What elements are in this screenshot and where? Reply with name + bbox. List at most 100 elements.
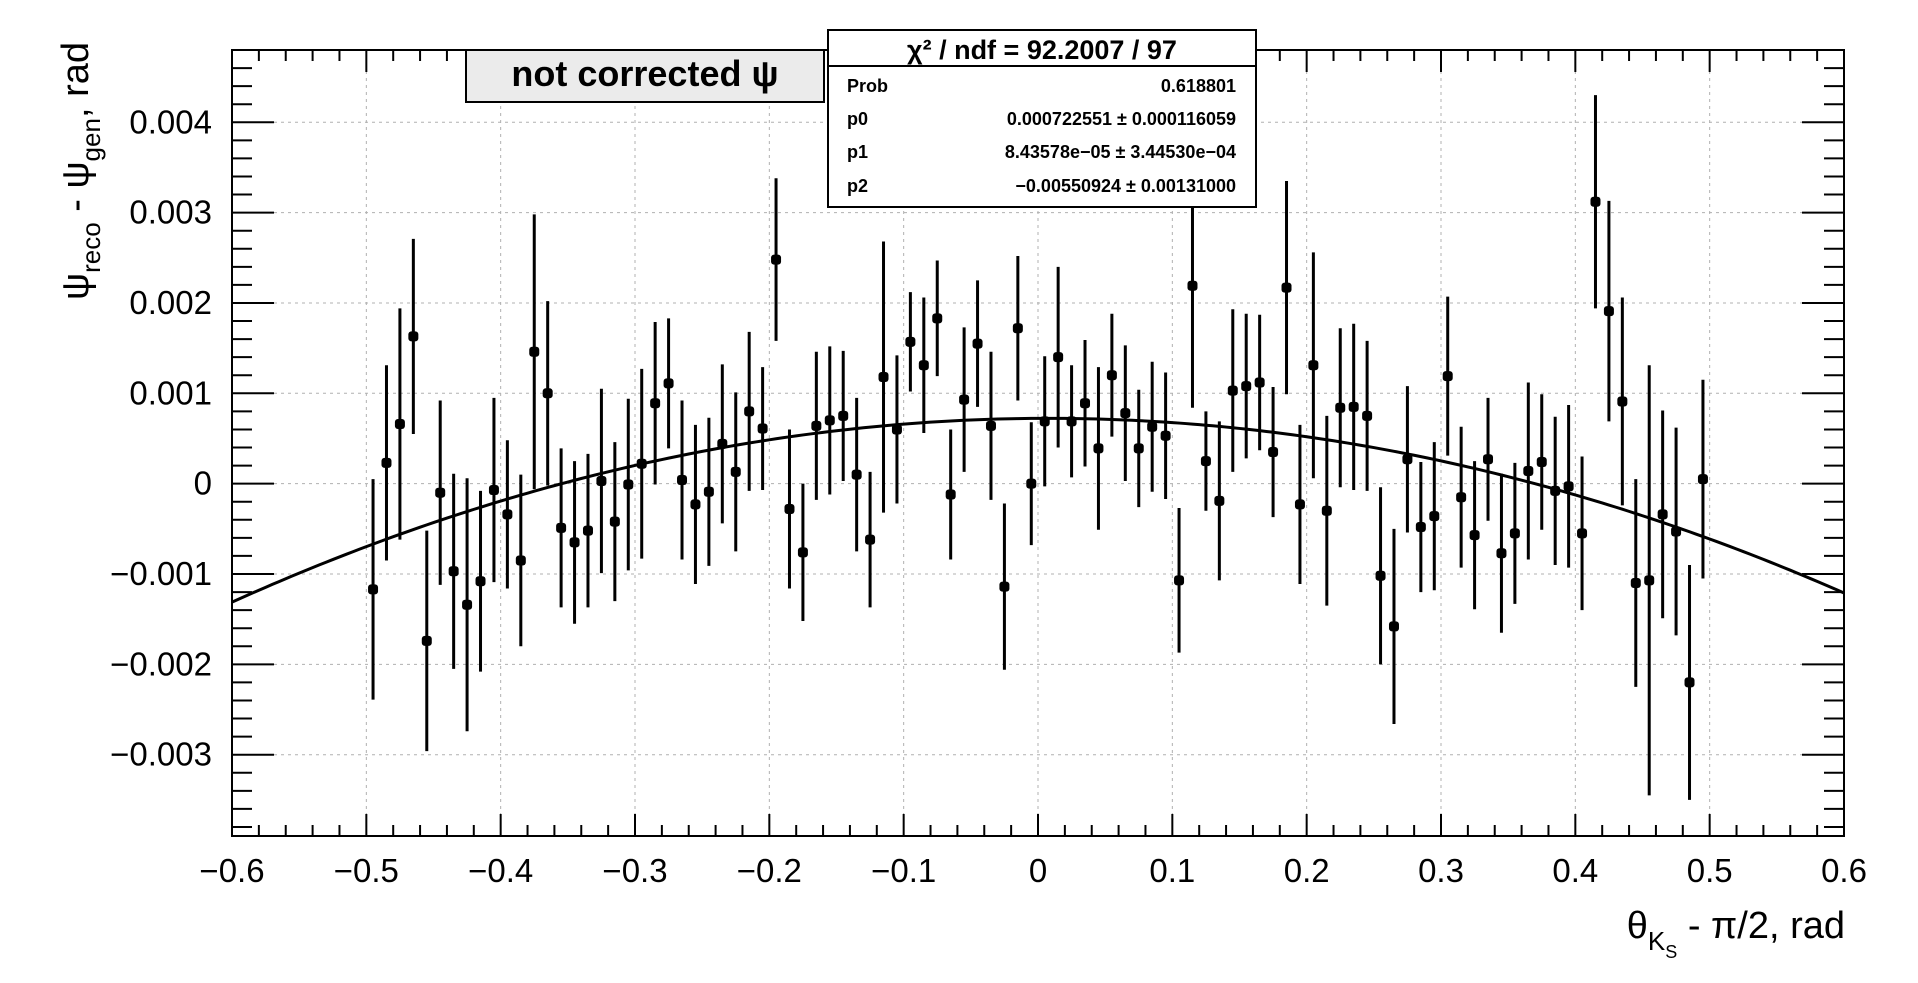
data-point [1160, 430, 1171, 441]
data-point [1227, 385, 1238, 396]
data-point [1147, 421, 1158, 432]
y-tick-label: 0 [194, 465, 212, 502]
x-axis-title: θKS - π/2, rad [1627, 905, 1845, 962]
data-point [462, 599, 473, 610]
data-point [959, 394, 970, 405]
y-tick-label: −0.003 [110, 736, 212, 773]
data-point [1321, 505, 1332, 516]
y-tick-label: 0.004 [129, 103, 212, 140]
y-axis-title-sub1: reco [76, 222, 106, 273]
data-point [1442, 371, 1453, 382]
data-point [1590, 196, 1601, 207]
data-point [1644, 575, 1655, 586]
data-point [1241, 381, 1252, 392]
data-point [1388, 621, 1399, 632]
stats-val-p0: 0.000722551 ± 0.000116059 [1007, 109, 1236, 129]
data-point [771, 254, 782, 265]
y-tick-label: −0.002 [110, 645, 212, 682]
y-tick-label: 0.002 [129, 284, 212, 321]
data-point [1080, 398, 1091, 409]
stats-val-p1: 8.43578e−05 ± 3.44530e−04 [1005, 142, 1236, 162]
data-point [985, 420, 996, 431]
x-tick-label: −0.3 [602, 852, 667, 889]
data-point [1630, 578, 1641, 589]
data-point [1496, 548, 1507, 559]
data-point [1536, 456, 1547, 467]
stats-title: χ² / ndf = 92.2007 / 97 [907, 35, 1177, 65]
data-point [851, 469, 862, 480]
data-point [394, 419, 405, 430]
y-axis-title-mid: - ψ [55, 161, 97, 222]
data-point [1187, 280, 1198, 291]
stats-val-p2: −0.00550924 ± 0.00131000 [1015, 176, 1236, 196]
data-point [1684, 677, 1695, 688]
data-point [891, 424, 902, 435]
data-point [1335, 402, 1346, 413]
data-point [838, 410, 849, 421]
y-axis-title: ψreco - ψgen, rad [55, 42, 106, 300]
data-point [1120, 408, 1131, 419]
x-tick-label: 0.1 [1149, 852, 1195, 889]
data-points [368, 95, 1708, 800]
data-point [542, 388, 553, 399]
data-point [623, 479, 634, 490]
data-point [918, 360, 929, 371]
data-point [972, 338, 983, 349]
x-axis-title-sub: K [1648, 926, 1666, 956]
x-tick-label: −0.1 [871, 852, 936, 889]
grid-lines [232, 50, 1844, 836]
data-point [1577, 528, 1588, 539]
y-tick-label: 0.001 [129, 374, 212, 411]
data-point [1603, 306, 1614, 317]
data-point [1697, 474, 1708, 485]
y-tick-label: 0.003 [129, 194, 212, 231]
data-point [596, 475, 607, 486]
data-point [1523, 466, 1534, 477]
data-point [1456, 492, 1467, 503]
x-tick-label: 0.2 [1284, 852, 1330, 889]
x-tick-label: −0.6 [199, 852, 264, 889]
data-point [1133, 443, 1144, 454]
data-point [1362, 410, 1373, 421]
data-point [650, 398, 661, 409]
data-point [878, 372, 889, 383]
x-tick-label: −0.2 [737, 852, 802, 889]
data-point [1254, 377, 1265, 388]
x-tick-label: −0.4 [468, 852, 533, 889]
y-axis-title-sub2: gen [76, 118, 106, 161]
stats-key-p0: p0 [847, 109, 868, 129]
data-point [999, 581, 1010, 592]
data-point [1268, 447, 1279, 458]
data-point [1093, 443, 1104, 454]
data-point [408, 331, 419, 342]
data-point [730, 466, 741, 477]
data-point [1429, 511, 1440, 522]
data-point [945, 489, 956, 500]
label-box-text: not corrected ψ [511, 53, 778, 94]
data-point [663, 378, 674, 389]
data-point [703, 486, 714, 497]
data-point [1415, 522, 1426, 533]
data-point [1053, 352, 1064, 363]
data-point [609, 516, 620, 527]
data-point [1563, 481, 1574, 492]
data-point [797, 547, 808, 558]
data-point [529, 346, 540, 357]
data-point [932, 313, 943, 324]
data-point [784, 503, 795, 514]
data-point [582, 525, 593, 536]
data-point [690, 499, 701, 510]
data-point [435, 487, 446, 498]
data-point [1483, 454, 1494, 465]
data-point [865, 534, 876, 545]
data-point [1214, 495, 1225, 506]
data-point [421, 635, 432, 646]
data-point [368, 584, 379, 595]
data-point [811, 420, 822, 431]
data-point [757, 423, 768, 434]
data-point [515, 555, 526, 566]
y-tick-label: −0.001 [110, 555, 212, 592]
data-point [569, 537, 580, 548]
data-point [1402, 454, 1413, 465]
